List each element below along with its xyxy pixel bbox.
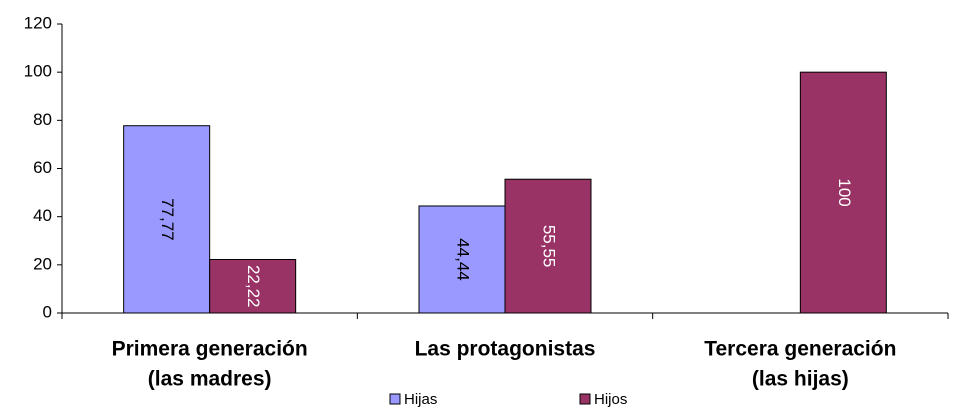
legend-swatch — [579, 393, 591, 405]
y-tick-label: 120 — [24, 13, 52, 32]
bar — [504, 178, 592, 314]
data-label: 22,22 — [244, 265, 263, 308]
x-tick-label: Primera generación — [112, 338, 308, 361]
y-tick-label: 40 — [33, 206, 52, 225]
data-label: 44,44 — [454, 238, 473, 281]
bar — [418, 205, 506, 314]
data-label: 100 — [835, 178, 854, 206]
bar — [123, 125, 211, 314]
legend-label: Hijos — [594, 391, 627, 408]
bar — [209, 258, 297, 314]
x-tick-label: (las madres) — [148, 368, 272, 391]
x-tick-label: Las protagonistas — [415, 338, 596, 361]
y-tick-label: 20 — [33, 254, 52, 273]
y-tick-label: 100 — [24, 62, 52, 81]
y-tick-label: 0 — [43, 302, 52, 321]
data-label: 55,55 — [540, 225, 559, 268]
x-tick-label: (las hijas) — [752, 368, 849, 391]
bar — [799, 71, 887, 314]
x-tick-label: Tercera generación — [704, 338, 896, 361]
legend-label: Hijas — [404, 391, 437, 408]
legend-swatch — [389, 393, 401, 405]
y-tick-label: 60 — [33, 158, 52, 177]
data-label: 77,77 — [158, 198, 177, 241]
y-tick-label: 80 — [33, 110, 52, 129]
